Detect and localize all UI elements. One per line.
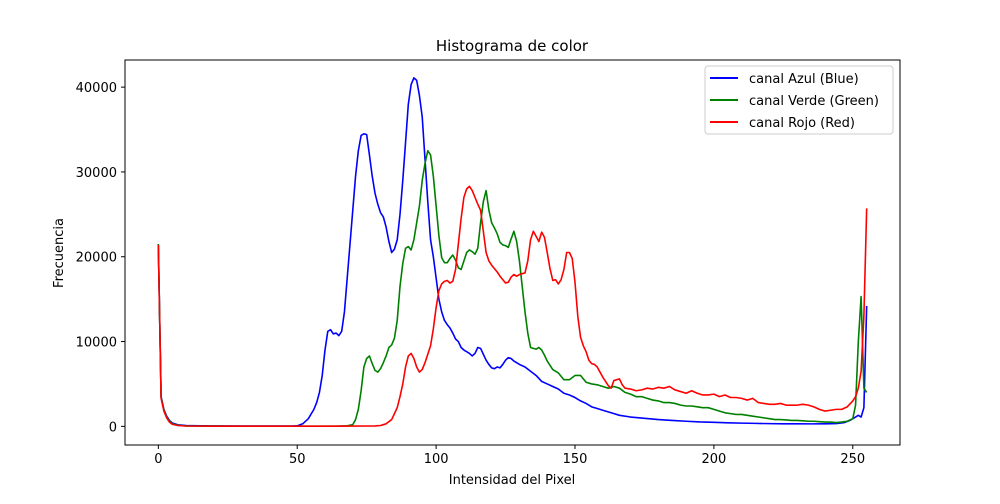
plot-lines <box>157 77 868 427</box>
y-axis-ticks: 0 10000 20000 30000 40000 <box>76 81 125 435</box>
y-tick-label: 40000 <box>76 81 117 96</box>
chart-title: Histograma de color <box>436 37 589 55</box>
legend-label-blue: canal Azul (Blue) <box>749 72 859 87</box>
legend-label-green: canal Verde (Green) <box>749 94 879 109</box>
x-tick-label: 50 <box>289 452 306 467</box>
y-tick-label: 10000 <box>76 336 117 351</box>
series-line-red <box>157 185 868 427</box>
y-tick-label: 30000 <box>76 166 117 181</box>
y-tick-label: 20000 <box>76 251 117 266</box>
legend-box <box>704 65 894 135</box>
legend: canal Azul (Blue) canal Verde (Green) ca… <box>704 65 894 135</box>
y-tick-label: 0 <box>109 420 117 435</box>
series-line-green <box>157 149 868 427</box>
x-tick-label: 150 <box>563 452 588 467</box>
y-axis-label: Frecuencia <box>52 218 67 288</box>
x-tick-label: 250 <box>840 452 865 467</box>
x-tick-label: 200 <box>701 452 726 467</box>
x-axis-ticks: 0 50 100 150 200 250 <box>154 445 865 467</box>
plot-frame <box>124 59 901 446</box>
series-line-blue <box>157 77 868 427</box>
x-axis-label: Intensidad del Pixel <box>449 473 575 488</box>
x-tick-label: 0 <box>154 452 162 467</box>
x-tick-label: 100 <box>424 452 449 467</box>
legend-label-red: canal Rojo (Red) <box>749 116 855 131</box>
